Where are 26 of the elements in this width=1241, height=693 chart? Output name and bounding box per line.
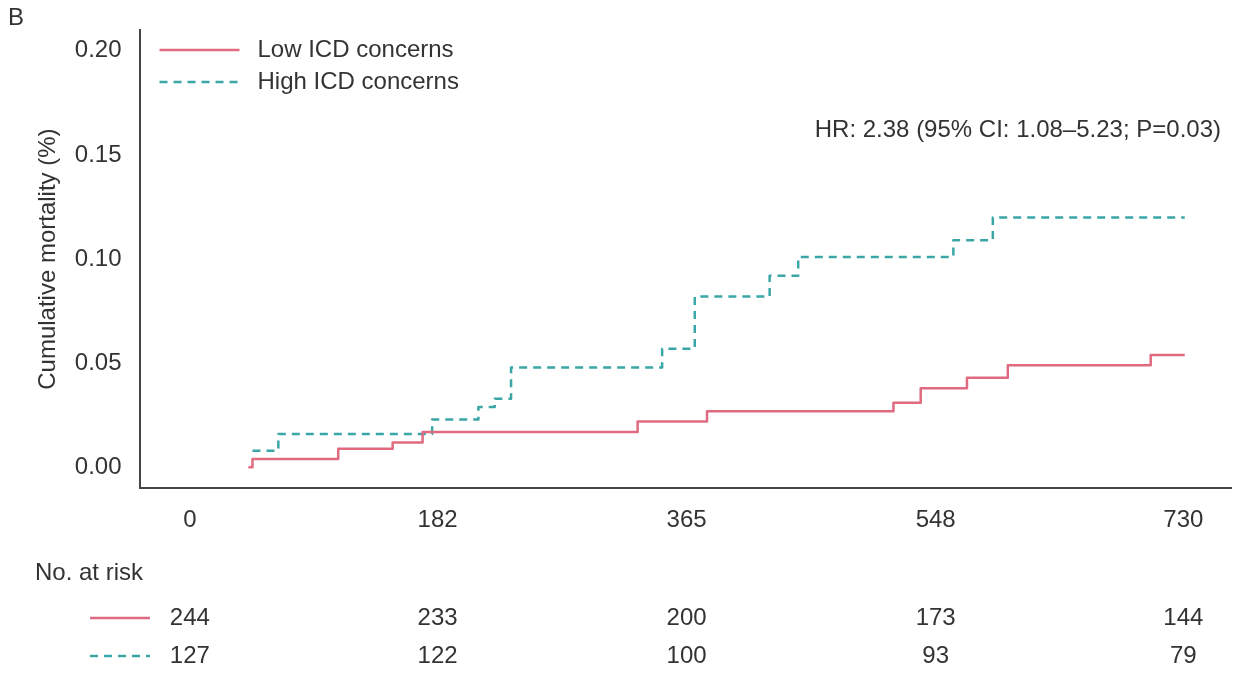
legend-label: Low ICD concerns bbox=[257, 34, 454, 62]
x-tick-label: 548 bbox=[915, 505, 956, 533]
x-tick-label: 730 bbox=[1163, 505, 1204, 533]
y-tick-label: 0.00 bbox=[74, 452, 122, 479]
text: 233 bbox=[417, 602, 458, 630]
y-tick-label: 0.20 bbox=[74, 35, 122, 63]
text: 79 bbox=[1170, 640, 1197, 668]
x-tick-label: 182 bbox=[417, 505, 458, 533]
y-axis-title: Cumulative mortality (%) bbox=[33, 128, 61, 390]
y-tick-label: 0.15 bbox=[74, 139, 122, 167]
y-tick-label: 0.05 bbox=[74, 347, 122, 375]
annotation: HR: 2.38 (95% CI: 1.08–5.23; P=0.03) bbox=[814, 114, 1221, 142]
text: 100 bbox=[666, 640, 707, 668]
text: 127 bbox=[169, 640, 210, 668]
legend-label: High ICD concerns bbox=[257, 66, 459, 94]
text: 173 bbox=[915, 602, 956, 630]
text: 200 bbox=[666, 602, 707, 630]
text: 244 bbox=[169, 602, 210, 630]
text: 144 bbox=[1163, 602, 1204, 630]
text: No. at risk bbox=[35, 557, 145, 585]
y-tick-label: 0.10 bbox=[74, 243, 122, 271]
x-tick-label: 0 bbox=[183, 505, 197, 533]
chart-title: B bbox=[8, 2, 25, 30]
text: 122 bbox=[417, 640, 458, 668]
x-tick-label: 365 bbox=[666, 505, 707, 533]
text: 93 bbox=[922, 640, 950, 668]
